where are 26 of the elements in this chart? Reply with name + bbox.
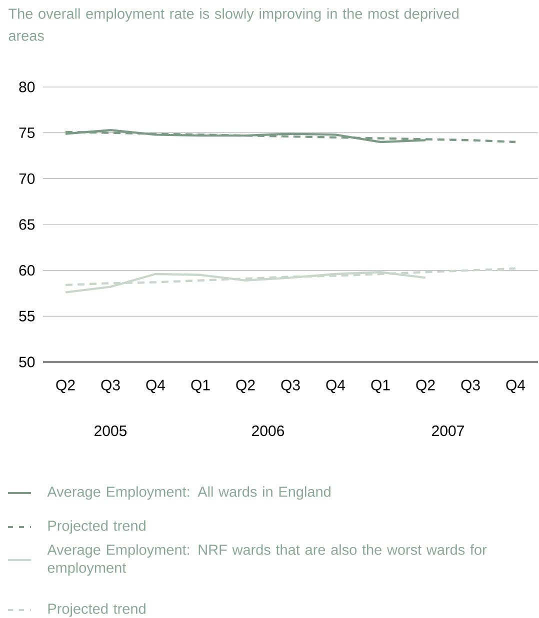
y-tick-label: 60 bbox=[20, 265, 35, 276]
x-tick-label: Q3 bbox=[101, 380, 120, 394]
text: 2005 bbox=[94, 426, 127, 436]
y-tick-label: 55 bbox=[19, 310, 35, 322]
x-tick-label: Q2 bbox=[236, 380, 256, 394]
y-tick-label: 70 bbox=[20, 173, 35, 184]
legend-label: Average Employment: NRF wards that are also the worst wards for employment bbox=[47, 544, 487, 576]
y-tick-label: 80 bbox=[19, 82, 35, 92]
x-tick-label: Q1 bbox=[191, 380, 210, 394]
text: 2006 bbox=[252, 426, 284, 436]
x-tick-label: Q1 bbox=[371, 380, 390, 394]
x-tick-label: Q3 bbox=[461, 380, 480, 394]
x-tick-label: Q2 bbox=[56, 380, 76, 394]
legend-label: Projected trend bbox=[48, 520, 146, 534]
y-tick-label: 65 bbox=[20, 219, 35, 230]
x-tick-label: Q4 bbox=[506, 380, 526, 394]
x-tick-label: Q4 bbox=[146, 380, 166, 394]
legend-label: Average Employment: All wards in England bbox=[47, 486, 331, 500]
y-tick-label: 50 bbox=[19, 356, 35, 368]
chart-title: The overall employment rate is slowly improving in the most deprived areas bbox=[8, 8, 459, 41]
x-tick-label: Q4 bbox=[326, 380, 346, 394]
text: 2007 bbox=[432, 426, 464, 436]
legend-label: Projected trend bbox=[48, 603, 146, 617]
y-tick-label: 75 bbox=[20, 128, 35, 138]
x-tick-label: Q3 bbox=[281, 380, 300, 394]
x-tick-label: Q2 bbox=[416, 380, 436, 394]
